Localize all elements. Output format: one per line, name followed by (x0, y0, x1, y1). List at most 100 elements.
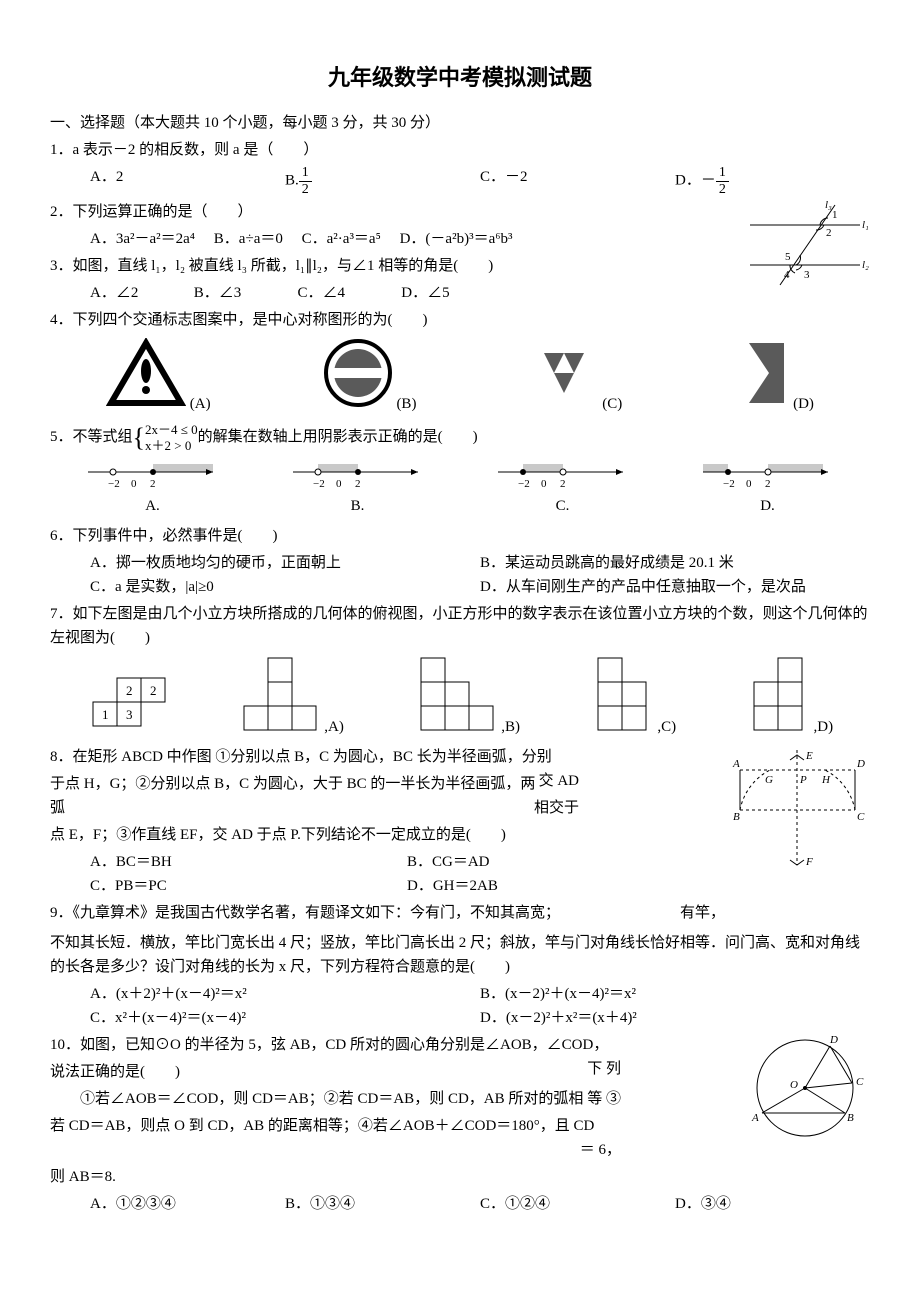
q9-line1: 9．《九章算术》是我国古代数学名著，有题译文如下：今有门，不知其高宽； 有竿， (50, 901, 870, 925)
q2-opt-c: C．a²·a³＝a⁵ (302, 231, 381, 247)
q1-opt-d: D．－12 (675, 165, 870, 197)
q2-opt-b: B．a÷a＝0 (214, 231, 283, 247)
q7-topview: 2 2 1 3 (87, 676, 167, 739)
q7-figures: 2 2 1 3 ,A) ,B) (50, 656, 870, 739)
q6-opt-a: A．掷一枚质地均匀的硬币，正面朝上 (90, 551, 480, 575)
q3-opt-c: C．∠4 (298, 281, 398, 305)
q10-options: A．①②③④ B．①③④ C．①②④ D．③④ (90, 1192, 870, 1216)
svg-text:2: 2 (126, 683, 133, 698)
q3-opt-a: A．∠2 (90, 281, 190, 305)
svg-text:C: C (857, 811, 865, 823)
q3-opt-b: B．∠3 (194, 281, 294, 305)
q3-angle1: 1 (832, 209, 838, 221)
q2-opt-d: D．(－a²b)³＝a⁶b³ (400, 231, 513, 247)
svg-text:D: D (829, 1034, 838, 1046)
svg-text:−2: −2 (518, 478, 530, 490)
svg-text:0: 0 (131, 478, 137, 490)
q4-label-b: (B) (396, 396, 416, 412)
svg-text:E: E (805, 750, 813, 762)
q4-figures: (A) (B) (C) (D) (50, 338, 870, 416)
q10-line2: 说法正确的是( ) (50, 1060, 870, 1084)
q4-fig-c (529, 348, 599, 408)
svg-text:2: 2 (150, 478, 156, 490)
svg-text:O: O (790, 1079, 798, 1091)
q5-pre: 5．不等式组 (50, 429, 133, 445)
q10-line4: 则 AB＝8. (50, 1165, 870, 1189)
svg-text:C: C (856, 1076, 864, 1088)
q3-l2: l₂ (862, 259, 869, 271)
svg-text:P: P (799, 774, 807, 786)
q4-label-a: (A) (190, 396, 211, 412)
q1-d-den: 2 (716, 182, 729, 197)
svg-text:0: 0 (336, 478, 342, 490)
svg-text:F: F (805, 856, 813, 868)
svg-text:D: D (856, 758, 865, 770)
q7-c-label: ,C) (657, 719, 676, 735)
q8-row2: C．PB＝PC D．GH＝2AB (90, 874, 724, 898)
q10-line3b: 若 CD＝AB，则点 O 到 CD，AB 的距离相等；④若∠AOB＋∠COD＝1… (50, 1114, 870, 1138)
q1-b-den: 2 (299, 182, 312, 197)
q5-b-label: B. (351, 498, 365, 514)
q5-post: 的解集在数轴上用阴影表示正确的是( ) (198, 429, 478, 445)
q7-opt-a: ,A) (240, 656, 343, 739)
q3-angle3: 3 (804, 269, 810, 281)
q10-opt-a: A．①②③④ (90, 1192, 285, 1216)
svg-text:H: H (821, 774, 831, 786)
q7-stem: 7．如下左图是由几个小立方块所搭成的几何体的俯视图，小正方形中的数字表示在该位置… (50, 602, 870, 650)
q7-a-label: ,A) (324, 719, 344, 735)
svg-text:2: 2 (355, 478, 361, 490)
q3-angle4: 4 (784, 269, 790, 281)
q10-figure: O A B C D (750, 1033, 870, 1143)
q5-sys1: 2x－4 ≤ 0 (145, 422, 198, 437)
svg-text:A: A (732, 758, 740, 770)
svg-text:2: 2 (765, 478, 771, 490)
q1-options: A．2 B.12 C．－2 D．－12 (90, 165, 870, 197)
svg-text:2: 2 (150, 683, 157, 698)
q7-opt-d: ,D) (750, 656, 833, 739)
q1-opt-c: C．－2 (480, 165, 675, 197)
q9-row2: C．x²＋(x－4)²＝(x－4)² D．(x－2)²＋x²＝(x＋4)² (90, 1006, 870, 1030)
q10-opt-b: B．①③④ (285, 1192, 480, 1216)
q7-b-label: ,B) (501, 719, 520, 735)
q8-row1: A．BC＝BH B．CG＝AD (90, 850, 724, 874)
q8-opt-b: B．CG＝AD (407, 850, 724, 874)
q4-fig-a (106, 338, 186, 408)
q5-opt-c: −2 0 2 C. (493, 459, 633, 518)
q4-fig-b (323, 338, 393, 408)
svg-text:−2: −2 (723, 478, 735, 490)
q3-figure: 1 2 5 4 3 l₃ l₁ l₂ (740, 200, 870, 290)
q5-stem: 5．不等式组{2x－4 ≤ 0x＋2 > 0的解集在数轴上用阴影表示正确的是( … (50, 422, 870, 453)
q6-stem: 6．下列事件中，必然事件是( ) (50, 524, 870, 548)
q1-b-num: 1 (299, 165, 312, 181)
q10-opt-d: D．③④ (675, 1192, 870, 1216)
q9-opt-c: C．x²＋(x－4)²＝(x－4)² (90, 1006, 480, 1030)
q5-a-label: A. (145, 498, 160, 514)
q1-opt-b: B.12 (285, 165, 480, 197)
svg-text:3: 3 (126, 707, 133, 722)
svg-text:B: B (733, 811, 740, 823)
q2-opt-a: A．3a²－a²＝2a⁴ (90, 231, 195, 247)
svg-text:0: 0 (541, 478, 547, 490)
q4-fig-d (734, 338, 789, 408)
q5-opt-a: −2 0 2 A. (83, 459, 223, 518)
q5-d-label: D. (760, 498, 775, 514)
q6-opt-d: D．从车间刚生产的产品中任意抽取一个，是次品 (480, 575, 870, 599)
svg-text:B: B (847, 1112, 854, 1124)
q1-b-pre: B. (285, 173, 299, 189)
svg-text:2: 2 (560, 478, 566, 490)
svg-text:1: 1 (102, 707, 109, 722)
q4-label-c: (C) (602, 396, 622, 412)
q6-row1: A．掷一枚质地均匀的硬币，正面朝上 B．某运动员跳高的最好成绩是 20.1 米 (90, 551, 870, 575)
q6-opt-b: B．某运动员跳高的最好成绩是 20.1 米 (480, 551, 870, 575)
q3-angle5: 5 (785, 251, 791, 263)
q7-opt-c: ,C) (594, 656, 677, 739)
q5-opt-d: −2 0 2 D. (698, 459, 838, 518)
q9-opt-a: A．(x＋2)²＋(x－4)²＝x² (90, 982, 480, 1006)
q6-opt-c: C．a 是实数，|a|≥0 (90, 575, 480, 599)
q5-options: −2 0 2 A. −2 0 2 B. −2 0 2 C. (50, 459, 870, 518)
svg-text:−2: −2 (108, 478, 120, 490)
q10-line3a: ①若∠AOB＝∠COD，则 CD＝AB；②若 CD＝AB，则 CD，AB 所对的… (50, 1087, 870, 1111)
q1-stem: 1．a 表示－2 的相反数，则 a 是（ ） (50, 138, 870, 162)
svg-text:A: A (751, 1112, 759, 1124)
q3-angle2: 2 (826, 227, 832, 239)
